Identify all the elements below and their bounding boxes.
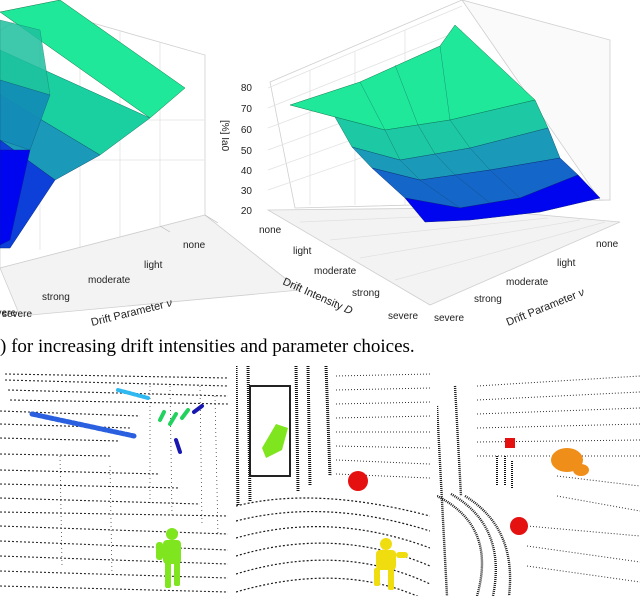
z-tick: 40 (241, 166, 253, 177)
z-tick: 20 (241, 206, 253, 217)
z-tick: 50 (241, 146, 253, 157)
surface-plots-figure: none light moderate strong severe severe… (0, 0, 621, 329)
pointcloud-2 (236, 366, 430, 596)
right-surface-plot: 80 70 60 50 40 30 20 [%] Ia0 none light … (219, 0, 621, 329)
intensity-tick: severe (388, 311, 418, 322)
left-intensity-tick: severe (0, 308, 16, 319)
human-green-small (262, 424, 288, 458)
intensity-tick: moderate (314, 266, 357, 277)
param-tick: strong (474, 294, 502, 305)
red-marker (510, 517, 528, 535)
param-axis-label: Drift Parameter ν (505, 286, 587, 328)
param-tick: severe (434, 313, 464, 324)
red-box-marker (505, 438, 515, 448)
param-tick: none (596, 239, 619, 250)
intensity-tick: strong (352, 288, 380, 299)
pointcloud-3 (437, 375, 640, 596)
left-param-tick: moderate (88, 275, 131, 286)
human-yellow (374, 538, 408, 590)
intensity-tick: light (293, 246, 312, 257)
pointcloud-panel-3 (437, 366, 640, 596)
human-green (156, 528, 181, 588)
left-surface-plot: none light moderate strong severe severe… (0, 0, 302, 329)
left-param-tick: severe (2, 309, 32, 320)
red-marker (348, 471, 368, 491)
pointcloud-1 (0, 373, 228, 593)
left-param-tick: light (144, 260, 163, 271)
left-param-tick: strong (42, 292, 70, 303)
figure-caption: ) for increasing drift intensities and p… (0, 336, 415, 357)
left-param-tick: none (183, 240, 206, 251)
z-tick: 30 (241, 186, 253, 197)
intensity-axis-label: Drift Intensity D (281, 276, 355, 318)
pointcloud-panel-2 (236, 366, 430, 596)
intensity-tick: none (259, 225, 282, 236)
z-axis-label: [%] Ia0 (219, 120, 230, 152)
z-tick: 80 (241, 83, 253, 94)
param-tick: moderate (506, 277, 549, 288)
pointcloud-panel-1 (0, 366, 228, 596)
param-tick: light (557, 258, 576, 269)
z-tick: 60 (241, 125, 253, 136)
z-tick: 70 (241, 104, 253, 115)
object-orange (551, 448, 589, 476)
